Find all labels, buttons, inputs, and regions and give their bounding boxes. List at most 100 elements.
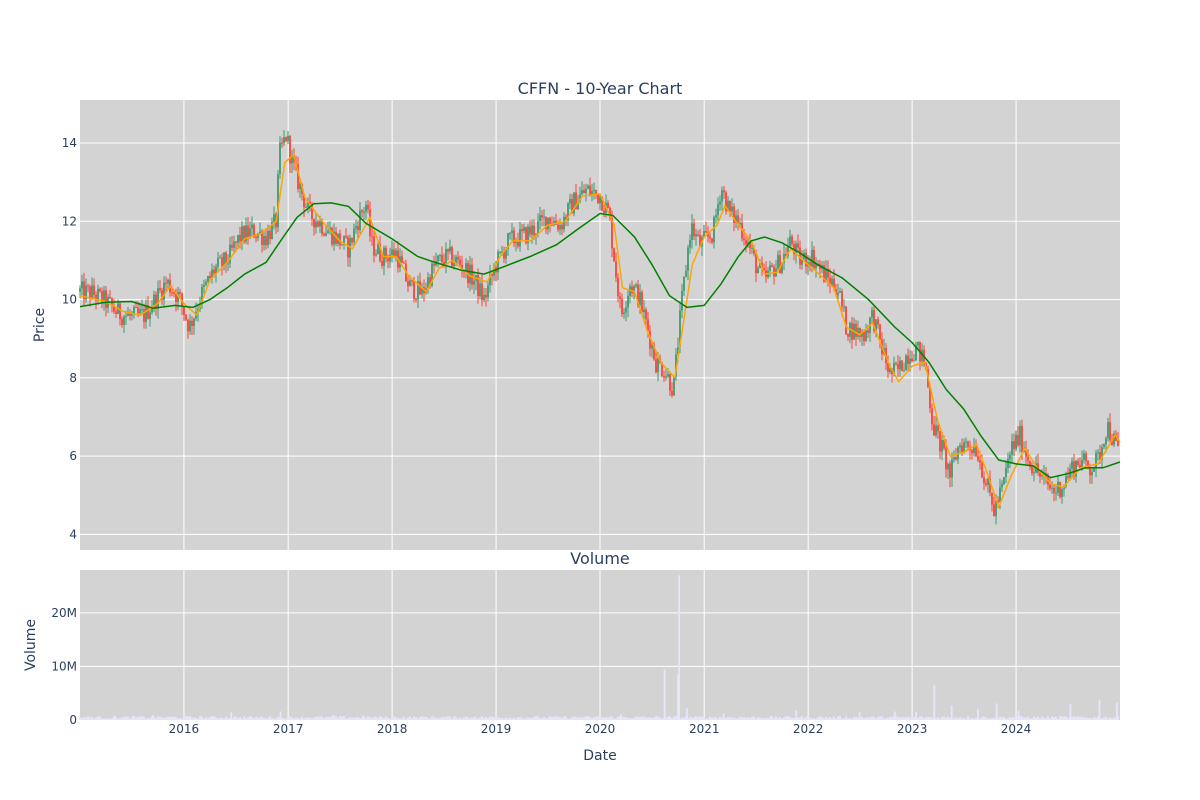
candle-body [545, 216, 547, 230]
candle-body [899, 360, 901, 370]
volume-bar [423, 717, 425, 720]
candle-body [291, 155, 293, 164]
candle-body [163, 282, 165, 300]
candle-body [589, 185, 591, 195]
candle-body [455, 256, 457, 264]
candle-body [933, 424, 935, 436]
volume-bar [397, 718, 399, 720]
volume-spike [113, 715, 116, 720]
candle-body [347, 237, 349, 258]
volume-bar [93, 718, 95, 720]
candle-body [305, 206, 307, 208]
volume-bar [833, 716, 835, 720]
candle-body [875, 319, 877, 332]
volume-bar [771, 716, 773, 720]
volume-bar [341, 716, 343, 720]
candle-body [507, 233, 509, 250]
volume-bar [885, 718, 887, 720]
candle-body [541, 215, 543, 218]
volume-bar [133, 716, 135, 720]
candle-body [243, 226, 245, 242]
candle-body [905, 355, 907, 371]
candle-body [299, 183, 301, 190]
volume-bar [1041, 716, 1043, 720]
volume-bar [479, 717, 481, 720]
volume-bar [853, 716, 855, 720]
candle-body [431, 263, 433, 286]
volume-bar [991, 718, 993, 720]
volume-spike [976, 708, 979, 720]
candle-body [897, 364, 899, 370]
candle-body [109, 296, 111, 299]
volume-bar [607, 717, 609, 720]
volume-bar [241, 718, 243, 720]
candle-body [751, 247, 753, 249]
volume-bar [905, 717, 907, 720]
volume-bar [129, 718, 131, 720]
candle-body [93, 285, 95, 296]
candle-body [543, 216, 545, 218]
candle-body [321, 221, 323, 234]
volume-bar [825, 716, 827, 720]
volume-bar [587, 716, 589, 720]
candle-body [327, 230, 329, 234]
volume-bar [625, 717, 627, 720]
volume-bar [215, 717, 217, 720]
candle-body [437, 255, 439, 261]
volume-bar [949, 717, 951, 720]
candle-body [257, 233, 259, 238]
candle-body [637, 284, 639, 305]
candle-body [753, 247, 755, 254]
candle-body [945, 448, 947, 470]
candle-body [675, 354, 677, 377]
volume-bar [447, 716, 449, 720]
candle-body [413, 280, 415, 300]
volume-bar [551, 717, 553, 720]
candle-body [471, 264, 473, 285]
candle-body [781, 263, 783, 273]
candle-body [339, 233, 341, 246]
candle-body [1031, 466, 1033, 474]
candle-body [997, 500, 999, 503]
volume-bar [259, 717, 261, 720]
candle-body [699, 235, 701, 247]
candle-body [709, 236, 711, 239]
candle-body [535, 233, 537, 236]
candle-body [811, 249, 813, 267]
volume-bar [317, 716, 319, 720]
volume-bar [867, 716, 869, 720]
volume-bar [919, 716, 921, 720]
candle-body [649, 331, 651, 349]
candle-body [477, 274, 479, 297]
volume-bar [319, 716, 321, 720]
volume-bar [1025, 717, 1027, 720]
volume-bar [645, 717, 647, 720]
candle-body [1011, 441, 1013, 455]
candle-body [85, 285, 87, 300]
volume-bar [1071, 716, 1073, 720]
volume-bar [167, 716, 169, 720]
candle-body [961, 445, 963, 453]
volume-bar [363, 716, 365, 720]
volume-bar [1033, 716, 1035, 720]
volume-bar [297, 717, 299, 720]
volume-bar [131, 716, 133, 720]
candle-body [249, 228, 251, 238]
candle-body [279, 142, 281, 175]
volume-bar [1013, 717, 1015, 720]
volume-bar [801, 716, 803, 720]
candle-body [155, 294, 157, 309]
candle-body [1059, 481, 1061, 498]
volume-bar [787, 716, 789, 720]
volume-bar [173, 716, 175, 720]
candle-body [917, 341, 919, 346]
candle-body [359, 210, 361, 231]
volume-bar [525, 717, 527, 720]
candle-body [289, 135, 291, 164]
candle-body [697, 234, 699, 236]
volume-bar [1067, 718, 1069, 720]
candle-body [999, 487, 1001, 503]
candle-body [1081, 459, 1083, 468]
candle-body [1087, 461, 1089, 468]
candle-body [1115, 433, 1117, 441]
